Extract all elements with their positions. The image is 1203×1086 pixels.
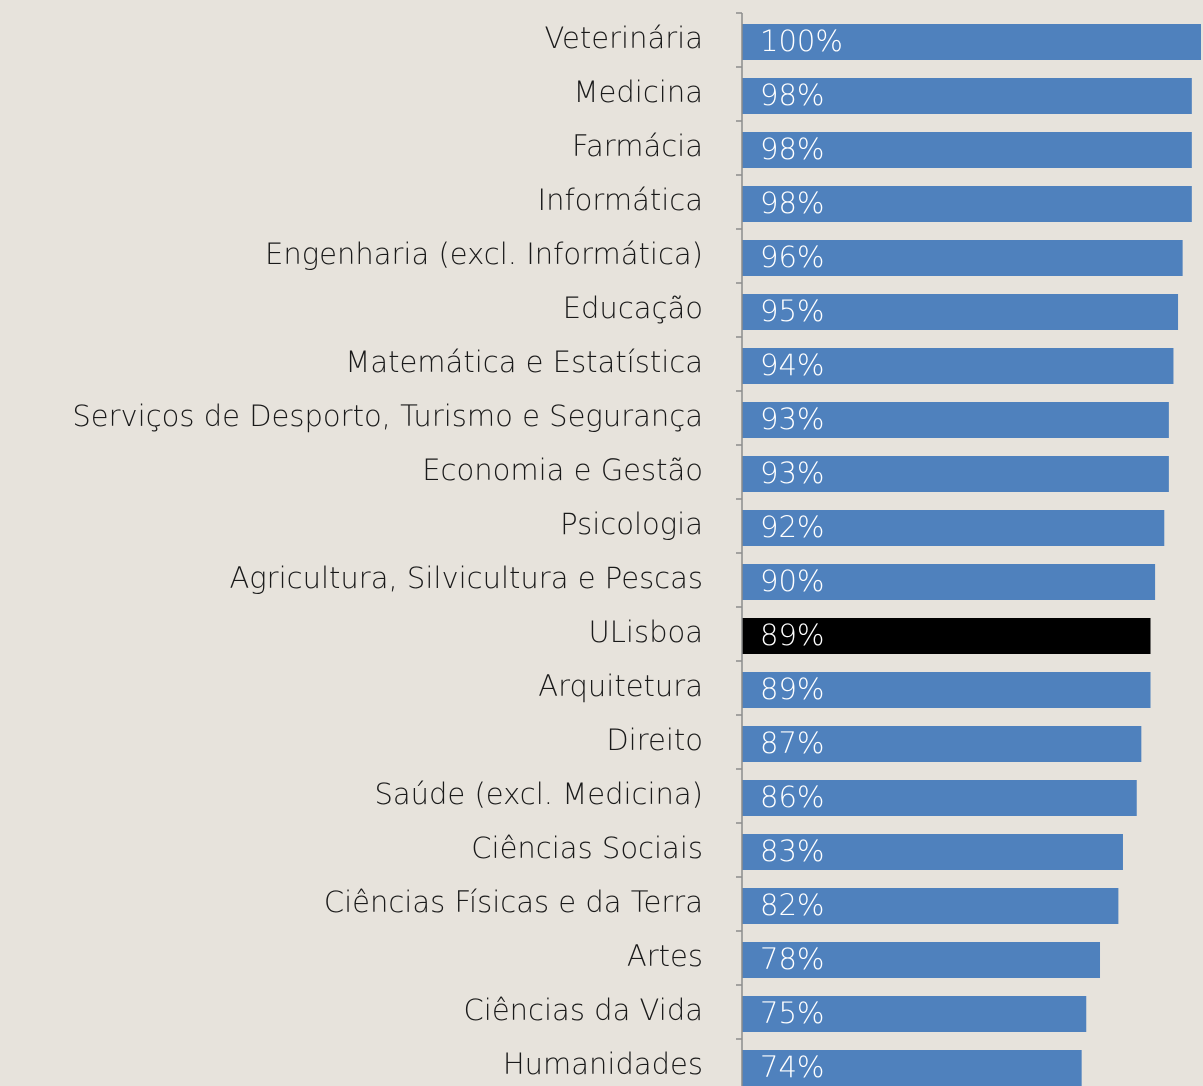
bar [742, 348, 1174, 384]
bar [742, 780, 1137, 816]
bar [742, 834, 1123, 870]
value-label: 94% [760, 348, 824, 382]
category-label: Agricultura, Silvicultura e Pescas [229, 561, 703, 595]
bar [742, 24, 1201, 60]
bar [742, 618, 1151, 654]
value-label: 92% [760, 510, 824, 544]
value-label: 74% [760, 1050, 824, 1084]
category-label: Ciências Sociais [471, 831, 703, 865]
bar [742, 294, 1179, 330]
bar [742, 132, 1192, 168]
category-label: Artes [627, 939, 703, 973]
category-label: Educação [563, 291, 703, 325]
category-label: Matemática e Estatística [345, 345, 703, 379]
category-label: Engenharia (excl. Informática) [265, 237, 703, 271]
value-label: 86% [760, 780, 824, 814]
category-label: Arquitetura [538, 669, 703, 703]
value-label: 95% [760, 294, 824, 328]
value-label: 87% [760, 726, 824, 760]
value-label: 98% [760, 132, 824, 166]
value-label: 96% [760, 240, 824, 274]
category-label: Humanidades [503, 1047, 703, 1081]
category-label: Informática [538, 183, 703, 217]
category-label: Serviços de Desporto, Turismo e Seguranç… [72, 399, 703, 433]
value-label: 89% [760, 618, 824, 652]
value-label: 90% [760, 564, 824, 598]
category-label: Saúde (excl. Medicina) [374, 777, 703, 811]
bar [742, 564, 1156, 600]
category-label: ULisboa [589, 615, 703, 649]
value-label: 89% [760, 672, 824, 706]
value-label: 75% [760, 996, 824, 1030]
category-label: Farmácia [572, 129, 703, 163]
bar [742, 186, 1192, 222]
bar [742, 240, 1183, 276]
category-label: Ciências Físicas e da Terra [324, 885, 703, 919]
value-label: 98% [760, 186, 824, 220]
value-label: 93% [760, 456, 824, 490]
bar [742, 942, 1101, 978]
value-label: 98% [760, 78, 824, 112]
bar [742, 402, 1169, 438]
bar [742, 672, 1151, 708]
value-label: 100% [760, 24, 843, 58]
category-label: Direito [606, 723, 703, 757]
bar [742, 78, 1192, 114]
value-label: 82% [760, 888, 824, 922]
bar [742, 726, 1142, 762]
category-label: Psicologia [560, 507, 703, 541]
value-label: 93% [760, 402, 824, 436]
bar [742, 1050, 1082, 1086]
category-label: Medicina [574, 75, 703, 109]
category-label: Veterinária [544, 21, 703, 55]
category-label: Economia e Gestão [422, 453, 703, 487]
value-label: 83% [760, 834, 824, 868]
bar [742, 996, 1087, 1032]
category-label: Ciências da Vida [464, 993, 703, 1027]
bar [742, 510, 1165, 546]
bar [742, 888, 1119, 924]
value-label: 78% [760, 942, 824, 976]
bar [742, 456, 1169, 492]
